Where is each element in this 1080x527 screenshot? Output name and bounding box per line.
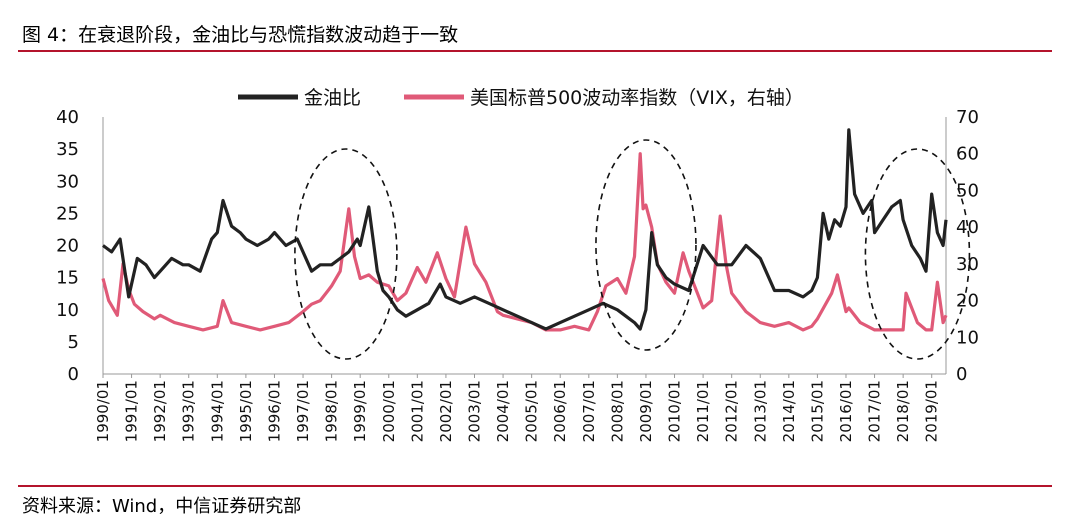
x-tick-label: 2013/01: [751, 380, 769, 442]
x-tick-label: 1991/01: [123, 380, 141, 442]
x-tick-label: 2014/01: [780, 380, 798, 442]
y-right-tick-label: 0: [956, 364, 967, 385]
y-left-tick-label: 25: [56, 203, 79, 224]
x-tick-label: 1996/01: [265, 380, 283, 442]
y-left-tick-label: 35: [56, 139, 79, 160]
source-rule: [18, 485, 1052, 487]
recession-highlight-ellipse: [294, 148, 398, 360]
y-left-tick-label: 10: [56, 300, 79, 321]
y-right-tick-label: 10: [956, 327, 979, 348]
chart-axes: 0 5 10 15 20 25 30 35 40 0 10 20 30 40 50 60 70 1990/01 19…: [56, 107, 979, 442]
x-tick-label: 1990/01: [94, 380, 112, 442]
x-tick-label: 2000/01: [380, 380, 398, 442]
dual-axis-line-chart: 金油比 美国标普500波动率指数（VIX，右轴） 0 5 10 15 20 25 30 35 4…: [56, 87, 979, 442]
x-tick-label: 2018/01: [894, 380, 912, 442]
recession-circles: [294, 139, 971, 360]
x-tick-label: 2011/01: [694, 380, 712, 442]
x-tick-label: 1994/01: [208, 380, 226, 442]
legend-label-vix: 美国标普500波动率指数（VIX，右轴）: [470, 87, 804, 109]
y-left-tick-label: 0: [68, 364, 79, 385]
x-tick-label: 2015/01: [808, 380, 826, 442]
x-tick-label: 1997/01: [294, 380, 312, 442]
y-left-tick-label: 40: [56, 107, 79, 128]
y-right-tick-label: 20: [956, 291, 979, 312]
recession-highlight-ellipse: [864, 148, 971, 360]
y-left-tick-label: 15: [56, 268, 79, 289]
legend-label-gold-oil: 金油比: [304, 87, 361, 109]
chart-legend: 金油比 美国标普500波动率指数（VIX，右轴）: [238, 87, 804, 109]
x-tick-label: 2008/01: [608, 380, 626, 442]
x-tick-label: 2019/01: [923, 380, 941, 442]
x-tick-label: 2012/01: [723, 380, 741, 442]
x-tick-label: 2007/01: [580, 380, 598, 442]
x-tick-label: 2005/01: [523, 380, 541, 442]
y-left-tick-label: 5: [68, 332, 79, 353]
x-tick-label: 1993/01: [180, 380, 198, 442]
x-tick-label: 2006/01: [551, 380, 569, 442]
y-right-tick-label: 30: [956, 254, 979, 275]
x-tick-label: 1999/01: [351, 380, 369, 442]
figure-title: 图 4：在衰退阶段，金油比与恐慌指数波动趋于一致: [22, 24, 459, 46]
source-note: 资料来源：Wind，中信证券研究部: [22, 496, 302, 517]
x-tick-label: 2017/01: [866, 380, 884, 442]
y-right-tick-label: 70: [956, 107, 979, 128]
x-tick-label: 1992/01: [151, 380, 169, 442]
y-right-tick-label: 50: [956, 180, 979, 201]
y-left-tick-label: 30: [56, 171, 79, 192]
x-tick-label: 2010/01: [666, 380, 684, 442]
series-layer: [101, 128, 948, 332]
x-tick-label: 2002/01: [437, 380, 455, 442]
y-right-tick-label: 60: [956, 144, 979, 165]
x-tick-label: 2016/01: [837, 380, 855, 442]
y-right-tick-label: 40: [956, 217, 979, 238]
x-tick-label: 1998/01: [323, 380, 341, 442]
title-rule: [18, 50, 1052, 52]
x-tick-label: 2009/01: [637, 380, 655, 442]
x-tick-label: 2003/01: [465, 380, 483, 442]
x-tick-label: 2001/01: [408, 380, 426, 442]
recession-highlight-ellipse: [595, 139, 697, 351]
x-tick-label: 2004/01: [494, 380, 512, 442]
y-left-tick-label: 20: [56, 236, 79, 257]
series-line-gold-oil: [102, 128, 948, 331]
x-tick-label: 1995/01: [237, 380, 255, 442]
